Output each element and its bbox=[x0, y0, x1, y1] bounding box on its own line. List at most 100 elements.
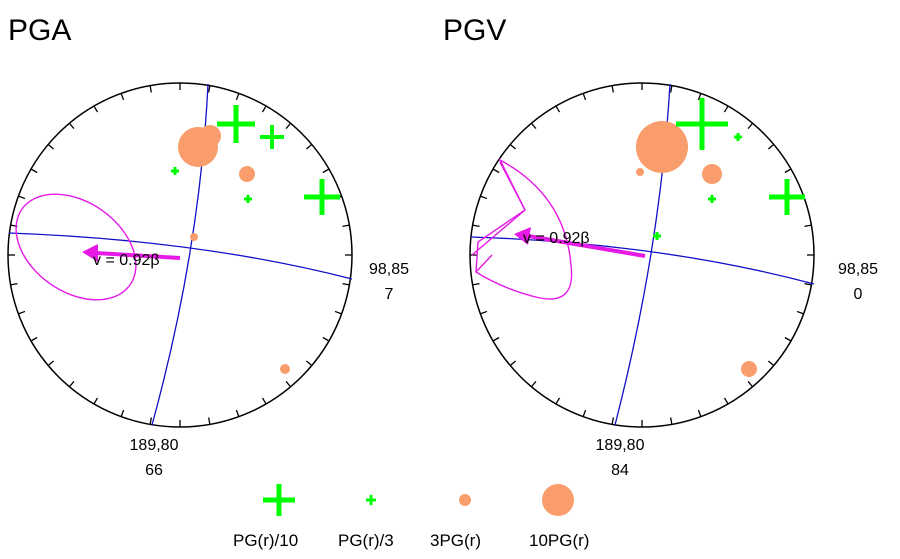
pga-plus bbox=[260, 125, 284, 149]
pgv-plane2-label-top: 189,80 bbox=[595, 437, 645, 454]
pga-dot bbox=[190, 233, 198, 241]
tick-mark bbox=[305, 360, 313, 367]
pgv-plus bbox=[708, 195, 716, 203]
tick-mark bbox=[285, 122, 292, 130]
tick-mark bbox=[47, 143, 55, 150]
pgv-dot bbox=[741, 361, 757, 377]
tick-mark bbox=[611, 85, 614, 93]
pga-dot bbox=[280, 364, 290, 374]
tick-mark bbox=[582, 409, 587, 417]
pgv-ellipse-cusp bbox=[471, 161, 526, 273]
tick-mark bbox=[697, 93, 702, 101]
pga-plane1-label-top: 98,85 bbox=[368, 261, 410, 278]
tick-mark bbox=[208, 85, 211, 93]
tick-mark bbox=[784, 168, 792, 174]
tick-mark bbox=[47, 360, 55, 367]
pgv-plane2-label-bottom: 84 bbox=[611, 462, 629, 479]
pgv-dot bbox=[636, 168, 644, 176]
pgv-plane1-label-top: 98,85 bbox=[837, 261, 879, 278]
pgv-dot bbox=[636, 121, 688, 173]
tick-mark bbox=[472, 283, 480, 286]
pga-plane1-label-bottom: 7 bbox=[384, 286, 394, 303]
tick-mark bbox=[670, 417, 673, 425]
tick-mark bbox=[611, 417, 614, 425]
tick-mark bbox=[120, 93, 125, 101]
legend-dot-large bbox=[542, 484, 574, 516]
tick-mark bbox=[804, 283, 812, 286]
legend-label-10pg: 10PG(r) bbox=[529, 531, 590, 550]
pgv-uncertainty-ellipse bbox=[475, 158, 573, 300]
tick-mark bbox=[509, 143, 517, 150]
pga-velocity-arrow bbox=[95, 251, 181, 260]
tick-mark bbox=[472, 224, 480, 227]
tick-mark bbox=[149, 85, 152, 93]
tick-mark bbox=[747, 380, 754, 388]
tick-mark bbox=[68, 122, 75, 130]
pga-plane2-label-bottom: 66 bbox=[145, 462, 163, 479]
tick-mark bbox=[767, 143, 775, 150]
tick-mark bbox=[492, 336, 500, 342]
pga-dot bbox=[199, 125, 221, 147]
tick-mark bbox=[30, 336, 38, 342]
tick-mark bbox=[555, 397, 561, 405]
tick-mark bbox=[322, 336, 330, 342]
tick-mark bbox=[747, 122, 754, 130]
tick-mark bbox=[342, 224, 350, 227]
pga-title: PGA bbox=[8, 14, 72, 47]
legend-label-pg-over-3: PG(r)/3 bbox=[338, 531, 394, 550]
pga-dot bbox=[239, 166, 255, 182]
tick-mark bbox=[784, 336, 792, 342]
pgv-plus bbox=[769, 179, 805, 215]
tick-mark bbox=[334, 310, 342, 315]
tick-mark bbox=[68, 380, 75, 388]
legend-label-pg-over-10: PG(r)/10 bbox=[233, 531, 299, 550]
tick-mark bbox=[235, 409, 240, 417]
tick-mark bbox=[582, 93, 587, 101]
pgv-plane1-label-bottom: 0 bbox=[853, 286, 863, 303]
legend-plus-large bbox=[263, 484, 295, 516]
pgv-plus bbox=[734, 133, 742, 141]
tick-mark bbox=[93, 397, 99, 405]
pga-plus bbox=[304, 179, 340, 215]
tick-mark bbox=[723, 105, 729, 113]
pgv-title: PGV bbox=[443, 14, 507, 47]
tick-mark bbox=[261, 105, 267, 113]
tick-mark bbox=[555, 105, 561, 113]
tick-mark bbox=[530, 122, 537, 130]
tick-mark bbox=[670, 85, 673, 93]
tick-mark bbox=[235, 93, 240, 101]
tick-mark bbox=[796, 310, 804, 315]
pga-nodal-plane-1 bbox=[8, 232, 353, 280]
pga-velocity-arrowhead bbox=[82, 244, 98, 262]
tick-mark bbox=[697, 409, 702, 417]
legend-label-3pg: 3PG(r) bbox=[430, 531, 481, 550]
pgv-plus bbox=[676, 98, 728, 150]
tick-mark bbox=[492, 168, 500, 174]
tick-mark bbox=[480, 310, 488, 315]
tick-mark bbox=[530, 380, 537, 388]
pgv-velocity-arrow bbox=[527, 234, 646, 258]
pgv-plus bbox=[653, 232, 661, 240]
tick-mark bbox=[18, 310, 26, 315]
pga-uncertainty-ellipse bbox=[15, 193, 137, 301]
tick-mark bbox=[342, 283, 350, 286]
tick-mark bbox=[509, 360, 517, 367]
tick-mark bbox=[18, 195, 26, 200]
tick-mark bbox=[30, 168, 38, 174]
pga-stereonet bbox=[7, 82, 353, 428]
pga-plane2-label-top: 189,80 bbox=[129, 437, 179, 454]
pgv-stereonet bbox=[469, 82, 815, 428]
pgv-dot bbox=[702, 164, 722, 184]
pga-plus bbox=[244, 195, 252, 203]
legend-plus-small bbox=[366, 495, 376, 505]
tick-mark bbox=[149, 417, 152, 425]
pga-plus bbox=[217, 105, 255, 143]
tick-mark bbox=[93, 105, 99, 113]
pgv-velocity-arrowhead bbox=[514, 227, 531, 245]
pga-velocity-label: v = 0.92β bbox=[93, 252, 160, 269]
tick-mark bbox=[208, 417, 211, 425]
legend-dot-small bbox=[459, 494, 471, 506]
tick-mark bbox=[804, 224, 812, 227]
tick-mark bbox=[120, 409, 125, 417]
